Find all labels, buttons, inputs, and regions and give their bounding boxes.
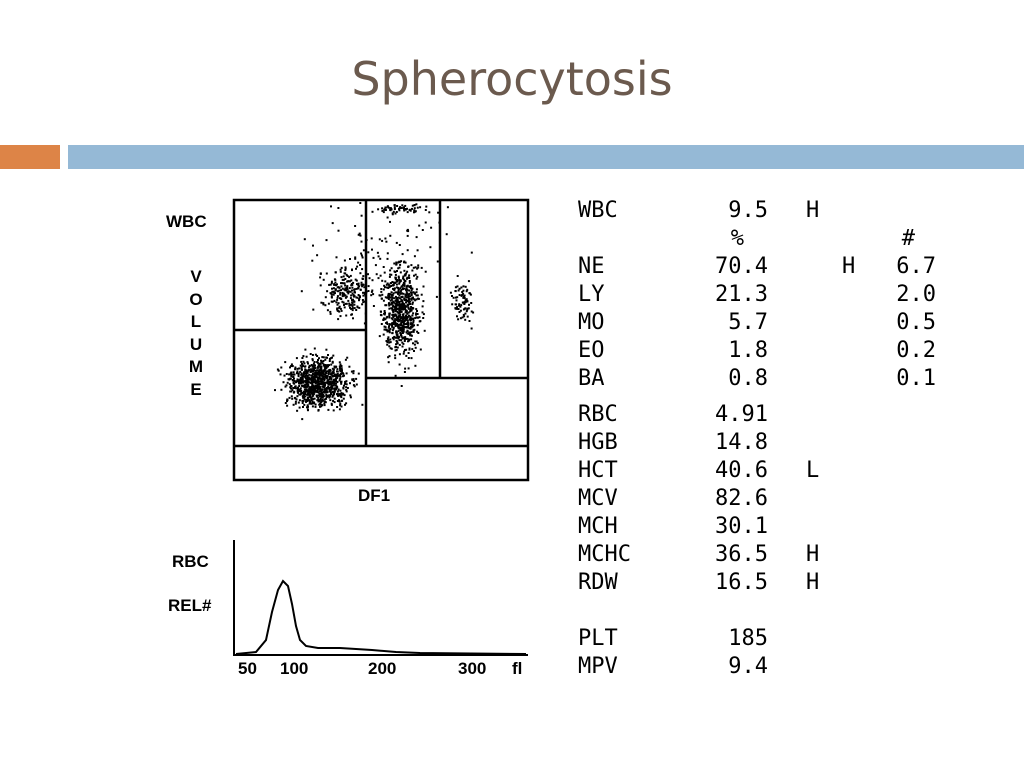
result-name: WBC: [578, 198, 618, 223]
scatter-y-label: WBC: [166, 212, 207, 231]
volume-letter: L: [190, 312, 202, 331]
result-name: RDW: [578, 570, 618, 595]
result-value: 9.4: [728, 654, 768, 679]
scatter-frame: [232, 198, 530, 482]
abs-header: #: [901, 226, 915, 251]
result-abs: 6.7: [896, 254, 936, 279]
result-value: 4.91: [715, 402, 768, 427]
result-abs: 0.1: [896, 366, 936, 391]
volume-letter: M: [188, 357, 204, 376]
result-flag: H: [806, 570, 820, 595]
histogram-tick-50: 50: [238, 659, 257, 678]
result-name: MCV: [578, 486, 618, 511]
accent-bar-blue: [68, 145, 1024, 169]
result-value: 16.5: [715, 570, 768, 595]
histogram-unit: fl: [512, 659, 523, 678]
volume-letter: U: [189, 334, 203, 354]
result-name: NE: [578, 254, 605, 279]
result-flag: L: [806, 458, 820, 483]
scatter-border: [232, 198, 530, 482]
result-abs: 0.5: [896, 310, 936, 335]
result-name: MCH: [578, 514, 618, 539]
histogram-y-label-rbc: RBC: [172, 552, 209, 571]
result-name: HCT: [578, 458, 618, 483]
volume-letter: E: [190, 379, 202, 399]
volume-letter: O: [189, 289, 203, 309]
slide-title: Spherocytosis: [351, 52, 673, 106]
result-name: HGB: [578, 430, 618, 455]
result-name: MO: [578, 310, 605, 335]
result-name: LY: [578, 282, 605, 307]
result-value: 9.5: [728, 198, 768, 223]
histogram-tick-200: 200: [368, 659, 397, 678]
volume-label: V O L U M E: [186, 266, 206, 401]
result-value: 185: [728, 626, 768, 651]
histogram-axes: [233, 540, 528, 656]
result-value: 40.6: [715, 458, 768, 483]
result-name: BA: [578, 366, 605, 391]
result-pct: 21.3: [715, 282, 768, 307]
result-value: 14.8: [715, 430, 768, 455]
result-name: MPV: [578, 654, 618, 679]
result-abs: 2.0: [896, 282, 936, 307]
scatter-dots: [274, 202, 475, 421]
result-name: MCHC: [578, 542, 631, 567]
histogram-curve: [235, 579, 527, 655]
pct-header: %: [730, 226, 744, 251]
result-value: 30.1: [715, 514, 768, 539]
result-flag: H: [842, 254, 856, 279]
result-pct: 5.7: [728, 310, 768, 335]
histogram-tick-300: 300: [458, 659, 487, 678]
result-flag: H: [806, 542, 820, 567]
volume-letter: V: [190, 267, 202, 286]
result-pct: 1.8: [728, 338, 768, 363]
result-pct: 0.8: [728, 366, 768, 391]
result-value: 82.6: [715, 486, 768, 511]
result-value: 36.5: [715, 542, 768, 567]
result-name: EO: [578, 338, 605, 363]
scatter-x-label: DF1: [358, 486, 391, 505]
result-abs: 0.2: [896, 338, 936, 363]
result-pct: 70.4: [715, 254, 768, 279]
result-flag: H: [806, 198, 820, 223]
accent-bar-orange: [0, 145, 60, 169]
result-name: PLT: [578, 626, 618, 651]
result-name: RBC: [578, 402, 618, 427]
histogram-y-label-rel: REL#: [168, 596, 212, 615]
histogram-tick-100: 100: [280, 659, 309, 678]
